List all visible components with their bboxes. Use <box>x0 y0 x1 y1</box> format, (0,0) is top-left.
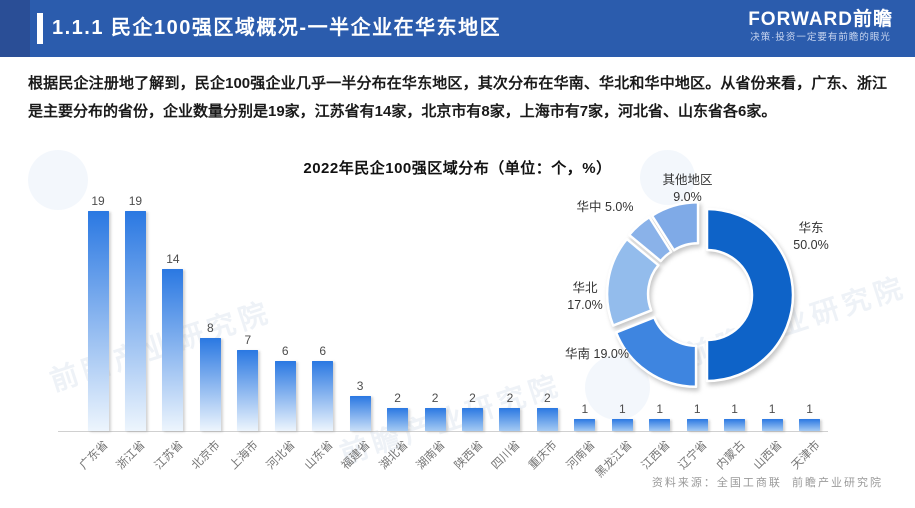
donut-label-pct: 9.0% <box>673 190 702 204</box>
x-axis-line <box>58 431 828 432</box>
bar <box>237 349 259 431</box>
bar <box>611 419 633 431</box>
donut-label-text: 华南 <box>565 347 591 361</box>
donut-label-text: 华中 <box>576 200 602 214</box>
bar-value-label: 1 <box>731 402 738 417</box>
bar-value-label: 1 <box>768 402 776 417</box>
bar <box>799 419 821 431</box>
bar <box>761 419 783 431</box>
bar-value-label: 2 <box>544 390 551 405</box>
donut-label-pct: 19.0% <box>593 347 629 361</box>
bar-value-label: 2 <box>431 390 439 405</box>
bar-value-label: 8 <box>207 321 214 336</box>
brand-tagline: 决策·投资一定要有前瞻的眼光 <box>750 32 891 43</box>
donut-label-north-china: 华北 17.0% <box>550 280 620 314</box>
bar <box>574 419 596 431</box>
bar-value-label: 2 <box>394 390 401 405</box>
bar-value-label: 2 <box>469 390 476 405</box>
bar-value-label: 2 <box>506 390 514 405</box>
bar-value-label: 1 <box>656 402 664 417</box>
donut-label-text: 其他地区 <box>662 173 713 187</box>
donut-label-text: 华东 <box>798 221 824 235</box>
bar <box>424 407 446 431</box>
donut-label-east-china: 华东 50.0% <box>771 220 851 254</box>
donut-label-pct: 50.0% <box>793 238 829 252</box>
bar <box>724 419 746 431</box>
bar <box>387 407 409 431</box>
donut-label-other-region: 其他地区 9.0% <box>640 172 735 206</box>
bar-value-label: 19 <box>128 193 143 208</box>
donut-slice <box>705 207 795 383</box>
bar-value-label: 1 <box>806 402 813 417</box>
source-note: 资料来源：全国工商联 前瞻产业研究院 <box>651 477 883 489</box>
donut-label-pct: 17.0% <box>567 298 603 312</box>
summary-paragraph: 根据民企注册地了解到，民企100强企业几乎一半分布在华东地区，其次分布在华南、华… <box>28 75 887 120</box>
donut-label-text: 华北 <box>572 281 598 295</box>
bar <box>499 407 521 431</box>
chart-title: 2022年民企100强区域分布（单位：个，%） <box>303 160 612 177</box>
title-accent-bar <box>37 13 43 44</box>
bar <box>162 268 184 431</box>
header-bar: 1.1.1 民企100强区域概况-一半企业在华东地区 FORWARD前瞻 决策·… <box>0 0 915 57</box>
bar <box>87 210 109 431</box>
brand-name: FORWARD前瞻 <box>748 9 893 30</box>
bar <box>649 419 671 431</box>
page-title: 1.1.1 民企100强区域概况-一半企业在华东地区 <box>52 17 502 39</box>
bar <box>274 361 296 431</box>
donut-label-south-china: 华南 19.0% <box>547 346 647 363</box>
bar-value-label: 14 <box>166 251 180 266</box>
bar <box>349 396 371 431</box>
bar <box>686 419 708 431</box>
donut-chart <box>605 201 795 389</box>
bar <box>462 407 483 431</box>
bar-value-label: 19 <box>91 193 105 208</box>
donut-slice <box>614 316 698 389</box>
bar <box>124 210 146 431</box>
bar-value-label: 1 <box>581 402 589 417</box>
donut-label-central-china: 华中 5.0% <box>565 199 645 216</box>
bar-value-label: 6 <box>319 344 327 359</box>
donut-slice <box>650 201 700 252</box>
brand-logo: FORWARD前瞻 决策·投资一定要有前瞻的眼光 <box>748 9 893 44</box>
bar <box>312 361 334 431</box>
header-corner-block <box>0 0 30 57</box>
bar <box>536 407 558 431</box>
donut-label-pct: 5.0% <box>605 200 634 214</box>
bar-value-label: 7 <box>244 332 252 347</box>
donut-slice <box>627 215 673 263</box>
bar <box>199 338 221 431</box>
donut-slice <box>605 237 660 327</box>
bar-value-label: 1 <box>693 402 701 417</box>
bar-value-label: 1 <box>618 402 626 417</box>
bar-value-label: 3 <box>356 379 364 394</box>
bar-value-label: 6 <box>281 344 289 359</box>
